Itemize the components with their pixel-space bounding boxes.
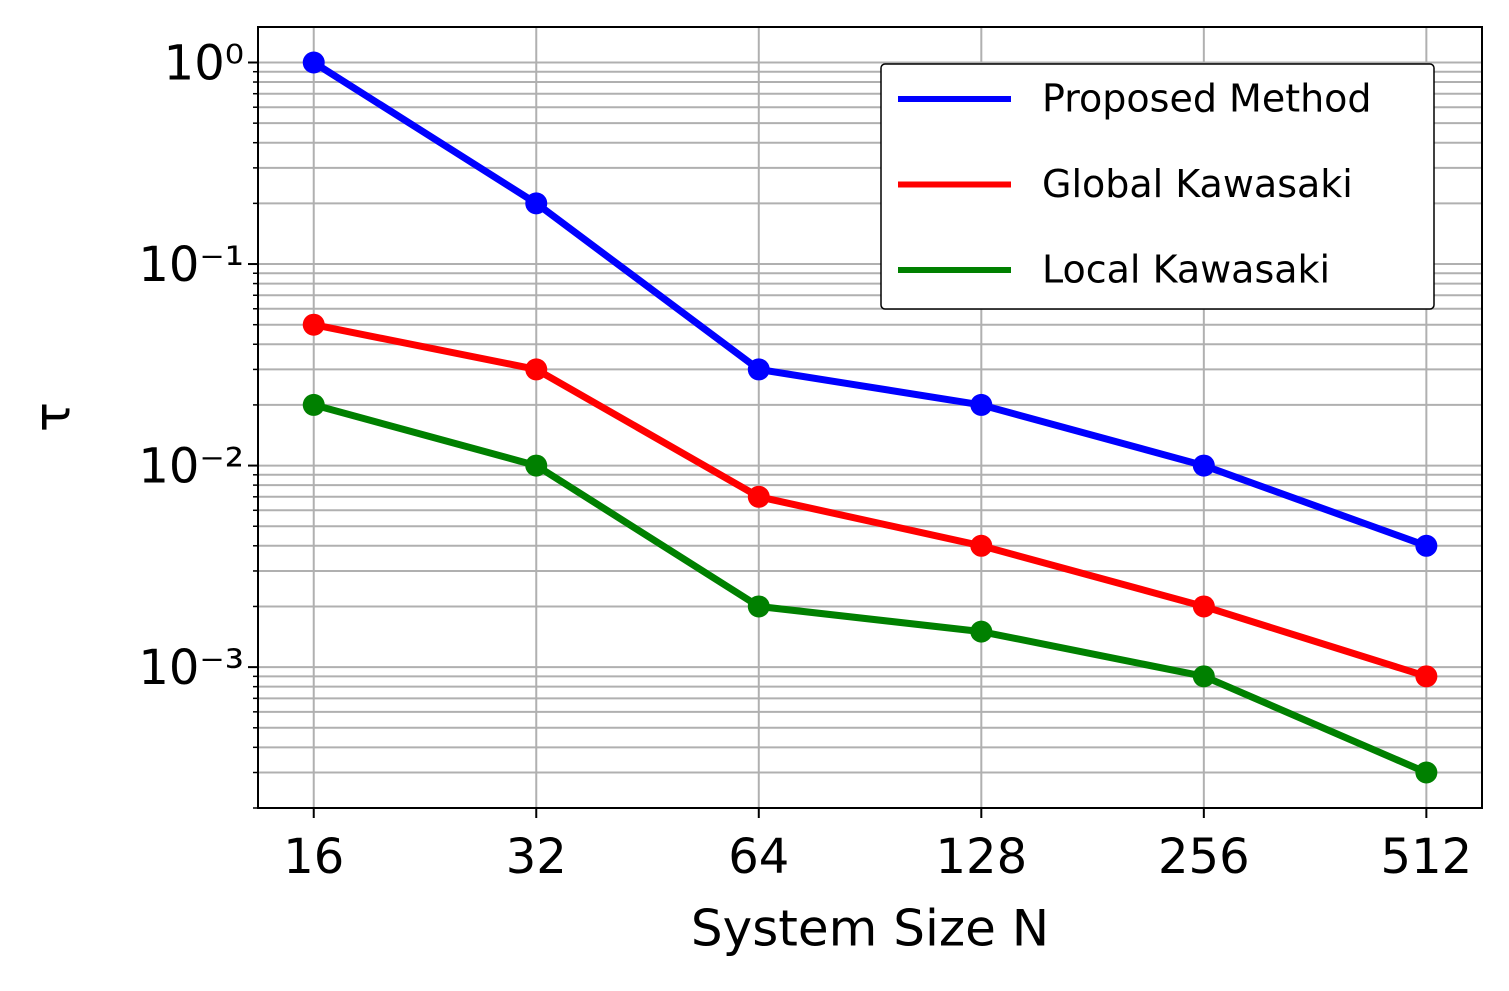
data-point (1415, 761, 1438, 784)
data-point (1192, 454, 1215, 477)
data-point (525, 192, 548, 215)
data-point (302, 51, 325, 74)
y-tick-label: 10⁻¹ (138, 237, 244, 293)
y-tick-label: 10⁻³ (138, 640, 244, 696)
x-tick-label: 512 (1381, 829, 1473, 885)
data-point (1415, 534, 1438, 557)
data-point (970, 534, 993, 557)
x-tick-label: 16 (283, 829, 344, 885)
x-tick-label: 256 (1158, 829, 1250, 885)
x-tick-label: 32 (506, 829, 567, 885)
data-point (747, 485, 770, 508)
data-point (1192, 595, 1215, 618)
legend-label: Proposed Method (1042, 77, 1372, 121)
y-tick-label: 10⁰ (164, 35, 244, 91)
y-axis-label: τ (24, 402, 82, 432)
data-point (525, 358, 548, 381)
series-line (311, 59, 1428, 550)
x-tick-label: 128 (935, 829, 1027, 885)
x-tick-label: 64 (728, 829, 789, 885)
data-point (302, 393, 325, 416)
data-point (1415, 665, 1438, 688)
data-point (970, 620, 993, 643)
y-tick-label: 10⁻² (138, 439, 244, 495)
data-point (525, 454, 548, 477)
data-point (747, 358, 770, 381)
legend-box (880, 63, 1435, 310)
legend: Proposed Method Global Kawasaki Local Kawa… (880, 63, 1435, 310)
data-point (747, 595, 770, 618)
series-line (312, 401, 1428, 776)
legend-label: Local Kawasaki (1042, 248, 1330, 292)
data-point (970, 393, 993, 416)
series-line (313, 321, 1428, 680)
plot-frame (257, 26, 1483, 809)
legend-label: Global Kawasaki (1042, 162, 1353, 206)
data-point (1192, 665, 1215, 688)
data-point (302, 313, 325, 336)
x-axis-label: System Size N (691, 900, 1049, 958)
